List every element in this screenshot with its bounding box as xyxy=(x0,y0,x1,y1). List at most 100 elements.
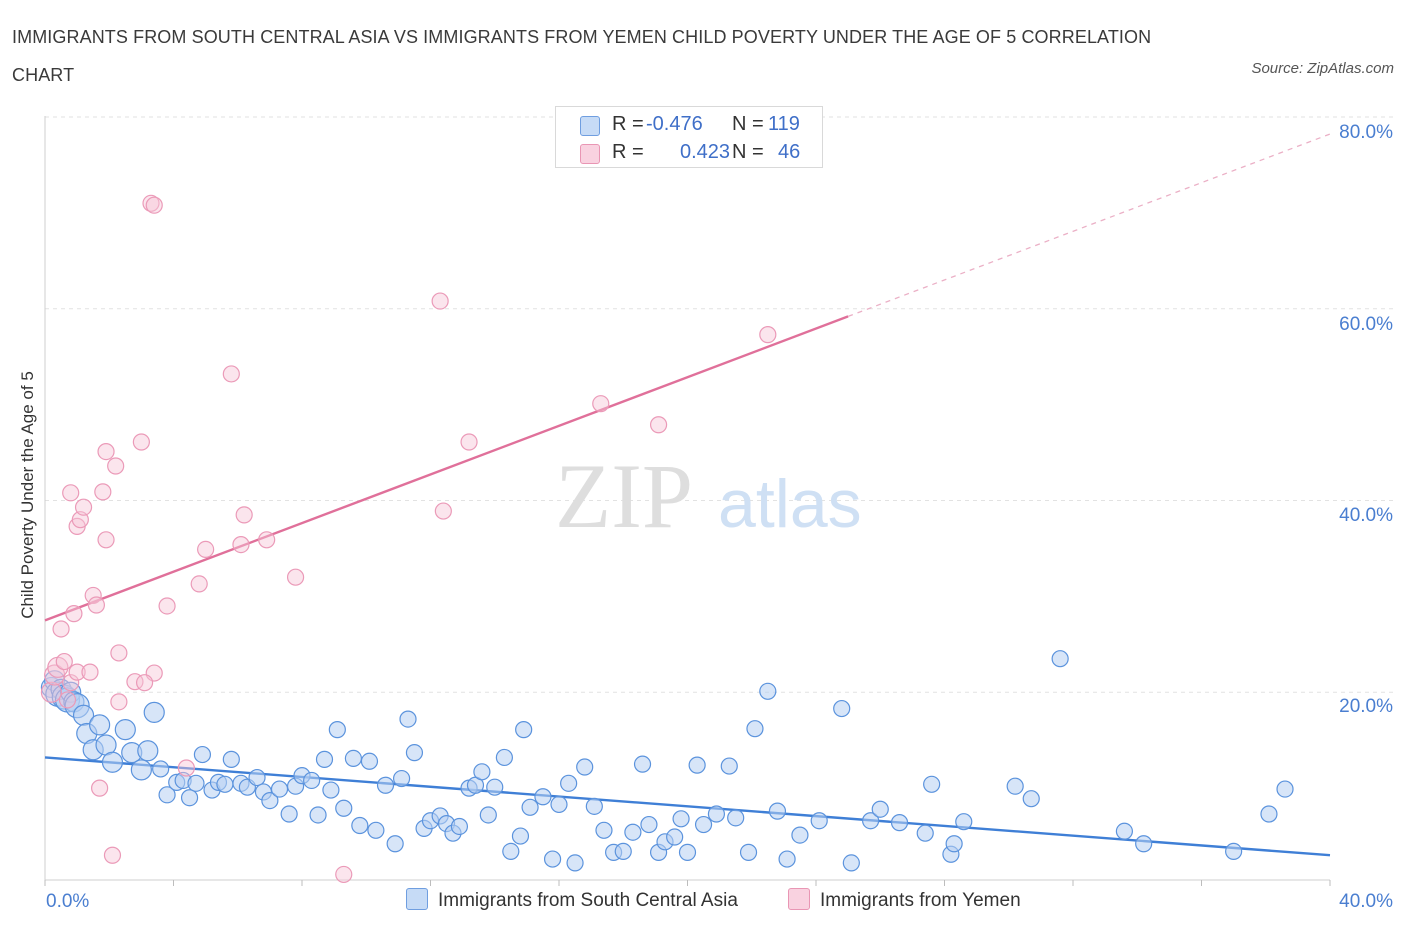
point-south-central-asia xyxy=(521,798,539,816)
r-value: -0.476 xyxy=(646,113,703,135)
point-south-central-asia xyxy=(534,788,552,806)
pink-swatch-icon xyxy=(580,144,600,164)
point-south-central-asia xyxy=(810,812,828,830)
point-yemen xyxy=(62,484,80,502)
point-yemen xyxy=(434,502,452,520)
point-yemen xyxy=(87,596,106,614)
point-yemen xyxy=(759,326,777,344)
point-yemen xyxy=(74,498,93,516)
point-south-central-asia xyxy=(768,802,787,820)
data-points xyxy=(40,194,1294,884)
point-yemen xyxy=(110,644,128,662)
point-south-central-asia xyxy=(614,842,632,861)
point-yemen xyxy=(94,483,112,501)
point-south-central-asia xyxy=(328,721,346,739)
point-south-central-asia xyxy=(791,826,809,844)
point-south-central-asia xyxy=(392,769,411,788)
point-south-central-asia xyxy=(322,781,340,799)
point-south-central-asia xyxy=(739,843,758,861)
point-yemen xyxy=(81,663,99,681)
point-south-central-asia xyxy=(367,821,385,839)
point-south-central-asia xyxy=(222,750,240,768)
point-yemen xyxy=(135,674,154,692)
point-south-central-asia xyxy=(303,771,321,790)
point-south-central-asia xyxy=(945,835,963,853)
point-south-central-asia xyxy=(399,710,417,728)
point-south-central-asia xyxy=(130,759,152,781)
point-south-central-asia xyxy=(360,752,379,770)
point-south-central-asia xyxy=(114,719,136,741)
point-south-central-asia xyxy=(1006,777,1024,795)
legend-item-yemen: Immigrants from Yemen xyxy=(788,888,1021,912)
watermark-zip: ZIP xyxy=(555,445,693,547)
point-south-central-asia xyxy=(688,756,706,774)
point-south-central-asia xyxy=(678,843,697,861)
n-label: N = xyxy=(732,141,764,163)
point-yemen xyxy=(232,536,250,554)
point-south-central-asia xyxy=(280,805,298,823)
point-south-central-asia xyxy=(1135,835,1153,853)
point-yemen xyxy=(177,759,195,777)
pink-swatch-icon xyxy=(788,888,810,910)
gridlines xyxy=(45,116,1394,693)
point-yemen xyxy=(222,365,240,383)
point-south-central-asia xyxy=(543,850,562,868)
legend-item-south-central-asia: Immigrants from South Central Asia xyxy=(406,888,738,912)
y-tick-label-80: 80.0% xyxy=(1339,122,1393,143)
point-yemen xyxy=(335,865,353,884)
point-south-central-asia xyxy=(720,757,738,775)
point-yemen xyxy=(110,693,128,711)
point-yemen xyxy=(40,681,63,703)
point-south-central-asia xyxy=(344,749,362,768)
point-south-central-asia xyxy=(335,799,353,817)
point-south-central-asia xyxy=(502,842,520,861)
point-south-central-asia xyxy=(158,786,176,804)
point-yemen xyxy=(58,691,77,709)
point-south-central-asia xyxy=(862,812,880,830)
point-south-central-asia xyxy=(315,750,334,768)
point-south-central-asia xyxy=(261,791,279,810)
point-yemen xyxy=(62,674,80,692)
point-south-central-asia xyxy=(152,760,170,778)
point-yemen xyxy=(68,663,86,681)
point-yemen xyxy=(65,605,83,623)
point-south-central-asia xyxy=(351,816,369,835)
point-south-central-asia xyxy=(386,835,404,853)
point-south-central-asia xyxy=(473,763,491,781)
y-tick-label-20: 20.0% xyxy=(1339,696,1393,717)
point-south-central-asia xyxy=(666,828,684,846)
point-south-central-asia xyxy=(248,768,266,787)
point-south-central-asia xyxy=(137,740,159,762)
point-yemen xyxy=(460,433,478,451)
point-south-central-asia xyxy=(1225,842,1243,861)
point-south-central-asia xyxy=(1022,790,1040,808)
point-south-central-asia xyxy=(727,809,745,827)
point-yemen xyxy=(258,531,276,549)
n-value: 46 xyxy=(778,141,801,163)
point-yemen xyxy=(431,292,449,310)
r-label: R = xyxy=(612,113,644,135)
legend-label: Immigrants from South Central Asia xyxy=(438,890,738,911)
point-south-central-asia xyxy=(833,699,851,718)
point-south-central-asia xyxy=(640,815,658,834)
trend-line-yemen xyxy=(44,315,849,622)
point-yemen xyxy=(592,395,610,413)
point-yemen xyxy=(649,416,668,434)
point-yemen xyxy=(286,568,305,586)
chart-title: IMMIGRANTS FROM SOUTH CENTRAL ASIA VS IM… xyxy=(12,27,1152,85)
point-yemen xyxy=(197,540,215,558)
blue-swatch-icon xyxy=(580,116,600,136)
point-south-central-asia xyxy=(193,745,212,764)
r-value: 0.423 xyxy=(680,141,731,163)
blue-swatch-icon xyxy=(406,888,428,910)
point-south-central-asia xyxy=(1115,822,1134,840)
point-south-central-asia xyxy=(479,806,497,824)
point-south-central-asia xyxy=(923,775,941,793)
n-label: N = xyxy=(732,113,764,135)
point-yemen xyxy=(91,779,109,797)
point-south-central-asia xyxy=(1260,805,1278,823)
point-south-central-asia xyxy=(486,778,504,796)
point-south-central-asia xyxy=(1051,650,1069,668)
point-south-central-asia xyxy=(694,815,713,834)
x-tick-label-40: 40.0% xyxy=(1339,891,1393,912)
